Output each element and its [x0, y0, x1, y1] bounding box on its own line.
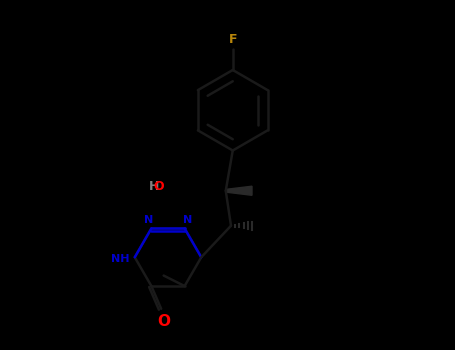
Text: H: H	[149, 180, 159, 193]
Text: N: N	[144, 215, 153, 225]
Text: NH: NH	[111, 254, 130, 264]
Text: N: N	[183, 215, 192, 225]
Text: F: F	[228, 33, 237, 46]
Text: O: O	[157, 314, 171, 329]
Polygon shape	[226, 186, 252, 195]
Text: O: O	[154, 180, 165, 193]
